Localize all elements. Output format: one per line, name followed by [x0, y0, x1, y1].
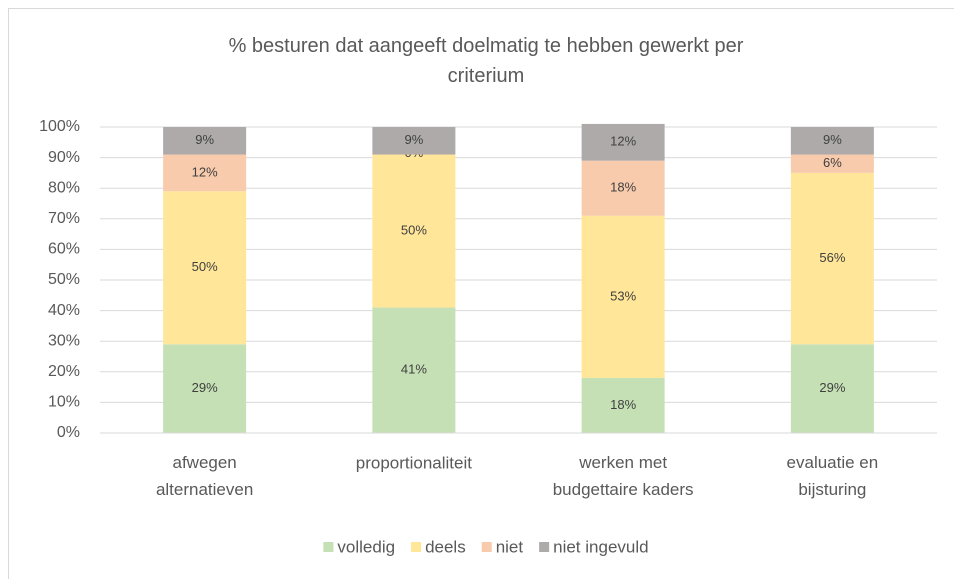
bar-segment: [790, 154, 874, 173]
y-tick-label: 0%: [57, 424, 80, 441]
chart-title: % besturen dat aangeeft doelmatig te heb…: [229, 35, 744, 87]
y-tick-label: 70%: [48, 210, 80, 227]
data-label: 12%: [610, 134, 636, 149]
data-label: 18%: [610, 180, 636, 195]
data-label: 56%: [819, 250, 845, 265]
bar-segment: [581, 215, 665, 378]
data-label: 29%: [192, 380, 218, 395]
y-tick-label: 40%: [48, 302, 80, 319]
data-label: 41%: [401, 362, 427, 377]
legend-swatch: [539, 542, 550, 552]
bar-segment: [163, 127, 247, 155]
bar-segment: [581, 123, 665, 161]
data-label: 18%: [610, 397, 636, 412]
data-label: 53%: [610, 288, 636, 303]
data-label: 29%: [819, 380, 845, 395]
y-tick-label: 30%: [48, 332, 80, 349]
bar-segment: [372, 307, 456, 433]
data-label: 9%: [404, 132, 423, 147]
y-tick-label: 50%: [48, 271, 80, 288]
bar-segment: [372, 154, 456, 308]
legend-label: niet ingevuld: [553, 537, 648, 556]
data-label: 50%: [192, 259, 218, 274]
y-tick-label: 20%: [48, 363, 80, 380]
x-tick-label: proportionaliteit: [356, 453, 473, 472]
legend-label: volledig: [337, 537, 395, 556]
y-tick-label: 60%: [48, 241, 80, 258]
bar-segment: [163, 191, 247, 345]
data-label: 6%: [823, 155, 842, 170]
y-tick-label: 10%: [48, 394, 80, 411]
bar-segment: [790, 127, 874, 155]
bar-segment: [581, 377, 665, 433]
x-tick-label: afwegen alternatieven: [156, 453, 253, 499]
y-tick-label: 90%: [48, 149, 80, 166]
data-label: 9%: [195, 132, 214, 147]
legend-swatch: [323, 542, 334, 552]
bar-segment: [581, 160, 665, 216]
legend-swatch: [411, 542, 422, 552]
x-tick-label: werken met budgettaire kaders: [553, 453, 694, 499]
y-tick-label: 80%: [48, 179, 80, 196]
data-label: 12%: [192, 164, 218, 179]
bar-segment: [372, 127, 456, 155]
bar-segment: [163, 154, 247, 192]
data-label: 9%: [823, 132, 842, 147]
y-tick-label: 100%: [39, 118, 80, 135]
bar-segment: [790, 172, 874, 345]
legend-label: niet: [496, 537, 524, 556]
x-tick-label: evaluatie en bijsturing: [787, 453, 879, 499]
bar-segment: [790, 344, 874, 433]
legend-swatch: [481, 542, 492, 552]
legend-label: deels: [425, 537, 466, 556]
data-label: 50%: [401, 222, 427, 237]
bar-segment: [163, 344, 247, 433]
